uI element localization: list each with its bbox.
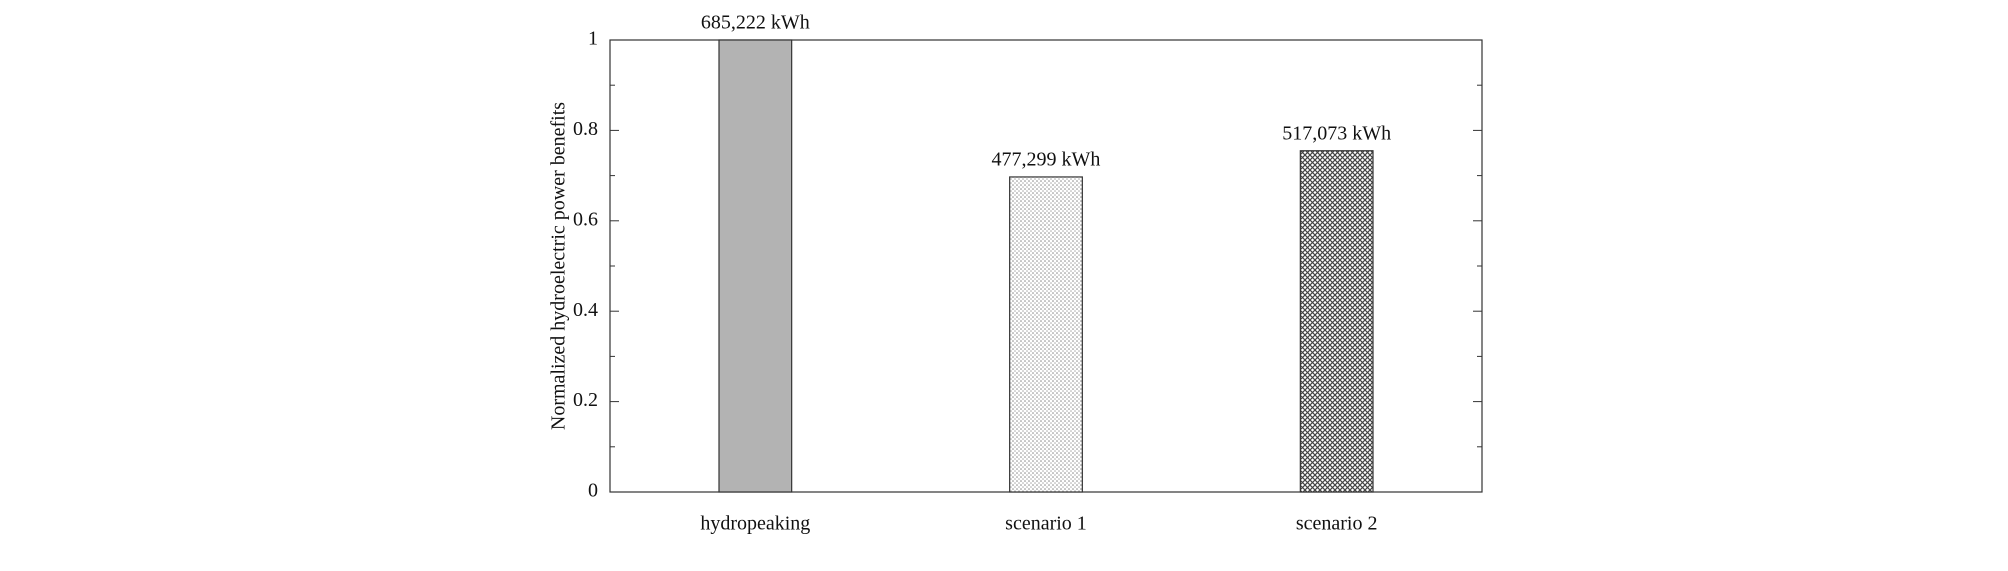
bar-label: 477,299 kWh (992, 149, 1101, 171)
bar-label: 517,073 kWh (1282, 122, 1391, 144)
y-tick-label: 0.8 (573, 118, 598, 140)
bar (1299, 150, 1374, 493)
x-tick-label: scenario 1 (1005, 513, 1087, 535)
y-tick-label: 0.2 (573, 389, 598, 411)
x-tick-label: hydropeaking (700, 513, 810, 535)
bar-label: 685,222 kWh (701, 12, 810, 34)
y-axis-label: Normalized hydroelectric power benefits (548, 102, 570, 430)
y-tick-label: 1 (588, 28, 598, 50)
bar (1009, 176, 1083, 493)
bar (718, 39, 793, 493)
y-tick-label: 0.4 (573, 299, 598, 321)
y-tick-label: 0 (588, 480, 598, 502)
x-tick-label: scenario 2 (1296, 513, 1378, 535)
y-tick-label: 0.6 (573, 208, 598, 230)
